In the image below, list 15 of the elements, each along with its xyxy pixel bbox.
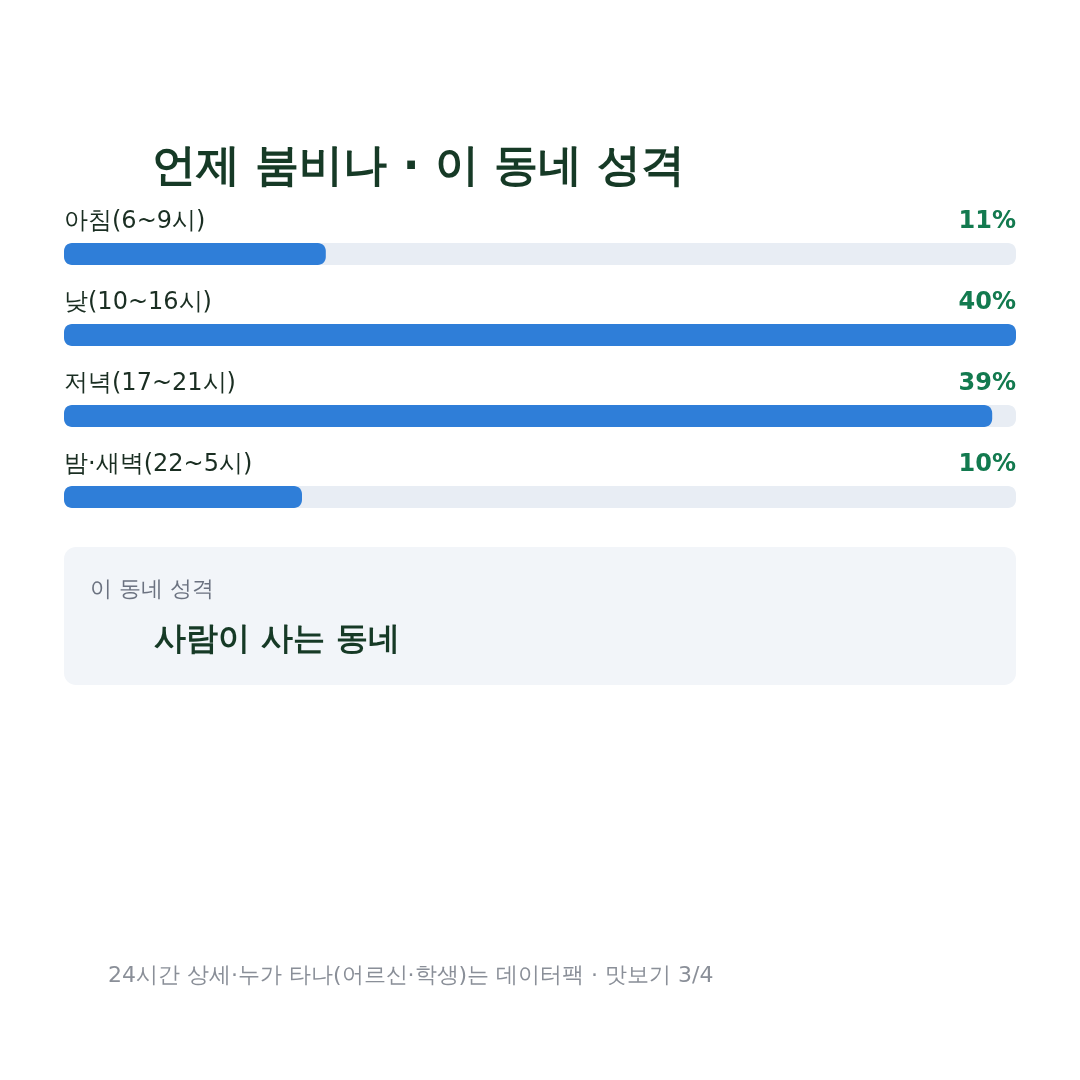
bar [64, 486, 302, 508]
chart-title: 언제 붐비나 · 이 동네 성격 [152, 139, 686, 190]
data-label: 40% [958, 287, 1016, 315]
data-label: 39% [958, 368, 1016, 396]
y-tick-label: 저녁(17~21시) [64, 368, 236, 396]
y-tick-label: 낮(10~16시) [64, 287, 212, 315]
y-tick-label: 밤·새벽(22~5시) [64, 449, 253, 477]
data-label: 10% [958, 449, 1016, 477]
text: 이 동네 성격 [90, 576, 214, 601]
text: 24시간 상세·누가 타나(어르신·학생)는 데이터팩 · 맛보기 3/4 [108, 962, 714, 987]
y-tick-label: 아침(6~9시) [64, 206, 206, 234]
bar [64, 243, 326, 265]
text: 사람이 사는 동네 [154, 619, 401, 657]
bar [64, 405, 993, 427]
data-label: 11% [958, 206, 1016, 234]
